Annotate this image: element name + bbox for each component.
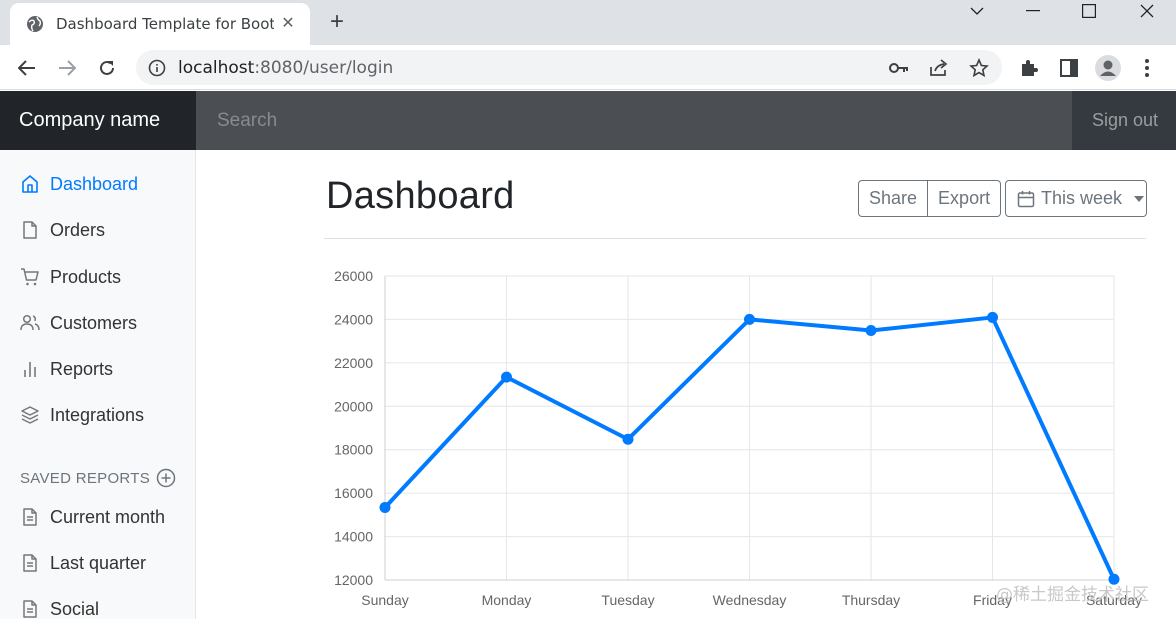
data-point bbox=[987, 311, 998, 323]
key-icon[interactable] bbox=[888, 57, 910, 79]
side-panel-icon[interactable] bbox=[1056, 55, 1082, 81]
close-tab-icon[interactable]: ✕ bbox=[281, 15, 295, 32]
chevron-down-icon bbox=[1134, 195, 1145, 202]
saved-report-label: Social bbox=[50, 598, 100, 619]
saved-report-last-quarter[interactable]: Last quarter bbox=[0, 543, 195, 583]
sidebar-item-label: Reports bbox=[50, 358, 114, 379]
tab-search-icon[interactable] bbox=[952, 0, 1002, 22]
this-week-dropdown[interactable]: This week bbox=[1005, 180, 1147, 217]
url-path: :8080/user/login bbox=[254, 58, 394, 78]
header-divider bbox=[324, 238, 1146, 239]
new-tab-button[interactable]: + bbox=[329, 8, 344, 35]
data-point bbox=[622, 433, 634, 445]
url-text[interactable]: localhost:8080/user/login bbox=[178, 58, 393, 78]
forward-icon[interactable] bbox=[54, 55, 80, 81]
url-host: localhost bbox=[178, 58, 255, 78]
page-title: Dashboard bbox=[326, 175, 515, 217]
data-point bbox=[501, 371, 512, 383]
y-tick-label: 20000 bbox=[334, 398, 373, 414]
saved-report-label: Current month bbox=[50, 506, 166, 527]
saved-report-current-month[interactable]: Current month bbox=[0, 497, 195, 537]
bar-chart-icon bbox=[24, 362, 36, 377]
file-text-icon bbox=[23, 554, 37, 572]
sidebar-item-label: Dashboard bbox=[50, 173, 139, 194]
file-icon bbox=[23, 221, 37, 239]
info-icon[interactable] bbox=[146, 57, 168, 79]
reload-icon[interactable] bbox=[94, 55, 120, 81]
x-tick-label: Friday bbox=[973, 592, 1012, 608]
browser-tab[interactable]: Dashboard Template for Boots ✕ bbox=[10, 3, 310, 45]
sidebar-item-label: Customers bbox=[50, 312, 138, 333]
x-tick-label: Wednesday bbox=[713, 592, 787, 608]
data-point bbox=[379, 501, 391, 513]
home-icon bbox=[22, 175, 38, 193]
top-navbar: Company name Sign out bbox=[0, 91, 1176, 150]
users-icon bbox=[20, 314, 40, 331]
share-export-group: Share Export bbox=[858, 180, 1002, 217]
shopping-cart-icon bbox=[21, 268, 39, 286]
extensions-icon[interactable] bbox=[1016, 55, 1042, 81]
maximize-icon[interactable] bbox=[1064, 0, 1114, 22]
this-week-label: This week bbox=[1041, 188, 1123, 208]
data-point bbox=[744, 313, 755, 325]
y-tick-label: 22000 bbox=[334, 355, 373, 371]
sidebar-item-products[interactable]: Products bbox=[0, 257, 195, 297]
sidebar-item-label: Orders bbox=[50, 219, 106, 240]
close-window-icon[interactable] bbox=[1122, 0, 1172, 22]
sidebar-item-integrations[interactable]: Integrations bbox=[0, 395, 195, 435]
browser-toolbar: localhost:8080/user/login bbox=[0, 45, 1176, 90]
file-text-icon bbox=[23, 600, 37, 618]
y-tick-label: 26000 bbox=[334, 268, 373, 284]
calendar-icon bbox=[1017, 190, 1035, 207]
x-tick-label: Saturday bbox=[1086, 592, 1142, 608]
share-button[interactable]: Share bbox=[858, 180, 929, 217]
back-icon[interactable] bbox=[14, 55, 40, 81]
data-point bbox=[1108, 573, 1120, 585]
sidebar-item-reports[interactable]: Reports bbox=[0, 349, 195, 389]
sidebar-item-customers[interactable]: Customers bbox=[0, 303, 195, 343]
layers-icon bbox=[21, 406, 39, 424]
y-tick-label: 12000 bbox=[334, 572, 373, 588]
saved-report-social[interactable]: Social bbox=[0, 589, 195, 629]
sidebar-item-dashboard[interactable]: Dashboard bbox=[0, 164, 195, 204]
x-tick-label: Tuesday bbox=[601, 592, 654, 608]
globe-icon bbox=[27, 16, 43, 32]
saved-report-label: Last quarter bbox=[50, 552, 147, 573]
share-icon[interactable] bbox=[928, 57, 950, 79]
y-tick-label: 16000 bbox=[334, 485, 373, 501]
file-text-icon bbox=[23, 508, 37, 526]
x-tick-label: Sunday bbox=[361, 592, 408, 608]
watermark: @稀土掘金技术社区 bbox=[996, 585, 1149, 605]
brand-name[interactable]: Company name bbox=[0, 91, 196, 150]
y-tick-label: 18000 bbox=[334, 442, 373, 458]
sidebar-item-label: Products bbox=[50, 266, 122, 287]
x-tick-label: Monday bbox=[482, 592, 532, 608]
address-bar[interactable]: localhost:8080/user/login bbox=[136, 50, 1002, 85]
sidebar-item-label: Integrations bbox=[50, 404, 145, 425]
browser-tabstrip: Dashboard Template for Boots ✕ + bbox=[0, 0, 1176, 45]
data-point bbox=[865, 325, 877, 337]
main-content: Dashboard Share Export This week 12000 14… bbox=[196, 150, 1176, 619]
y-tick-label: 24000 bbox=[334, 311, 373, 327]
plus-circle-icon[interactable] bbox=[156, 468, 176, 488]
minimize-icon[interactable] bbox=[1008, 0, 1058, 22]
search-input[interactable] bbox=[196, 91, 1072, 150]
tab-title: Dashboard Template for Boots bbox=[56, 15, 274, 33]
export-button[interactable]: Export bbox=[928, 180, 1002, 217]
sign-out-link[interactable]: Sign out bbox=[1092, 110, 1159, 130]
bookmark-star-icon[interactable] bbox=[968, 57, 990, 79]
line-chart: 12000 14000 16000 18000 20000 22000 24000 26000… bbox=[334, 268, 1142, 608]
menu-kebab-icon[interactable] bbox=[1134, 55, 1160, 81]
sidebar-item-orders[interactable]: Orders bbox=[0, 210, 195, 250]
sidebar: Dashboard Orders Products Customers Repo… bbox=[0, 150, 196, 619]
profile-avatar-icon[interactable] bbox=[1095, 55, 1121, 81]
x-tick-label: Thursday bbox=[842, 592, 900, 608]
saved-reports-heading: SAVED REPORTS bbox=[20, 470, 151, 487]
y-tick-label: 14000 bbox=[334, 529, 373, 545]
